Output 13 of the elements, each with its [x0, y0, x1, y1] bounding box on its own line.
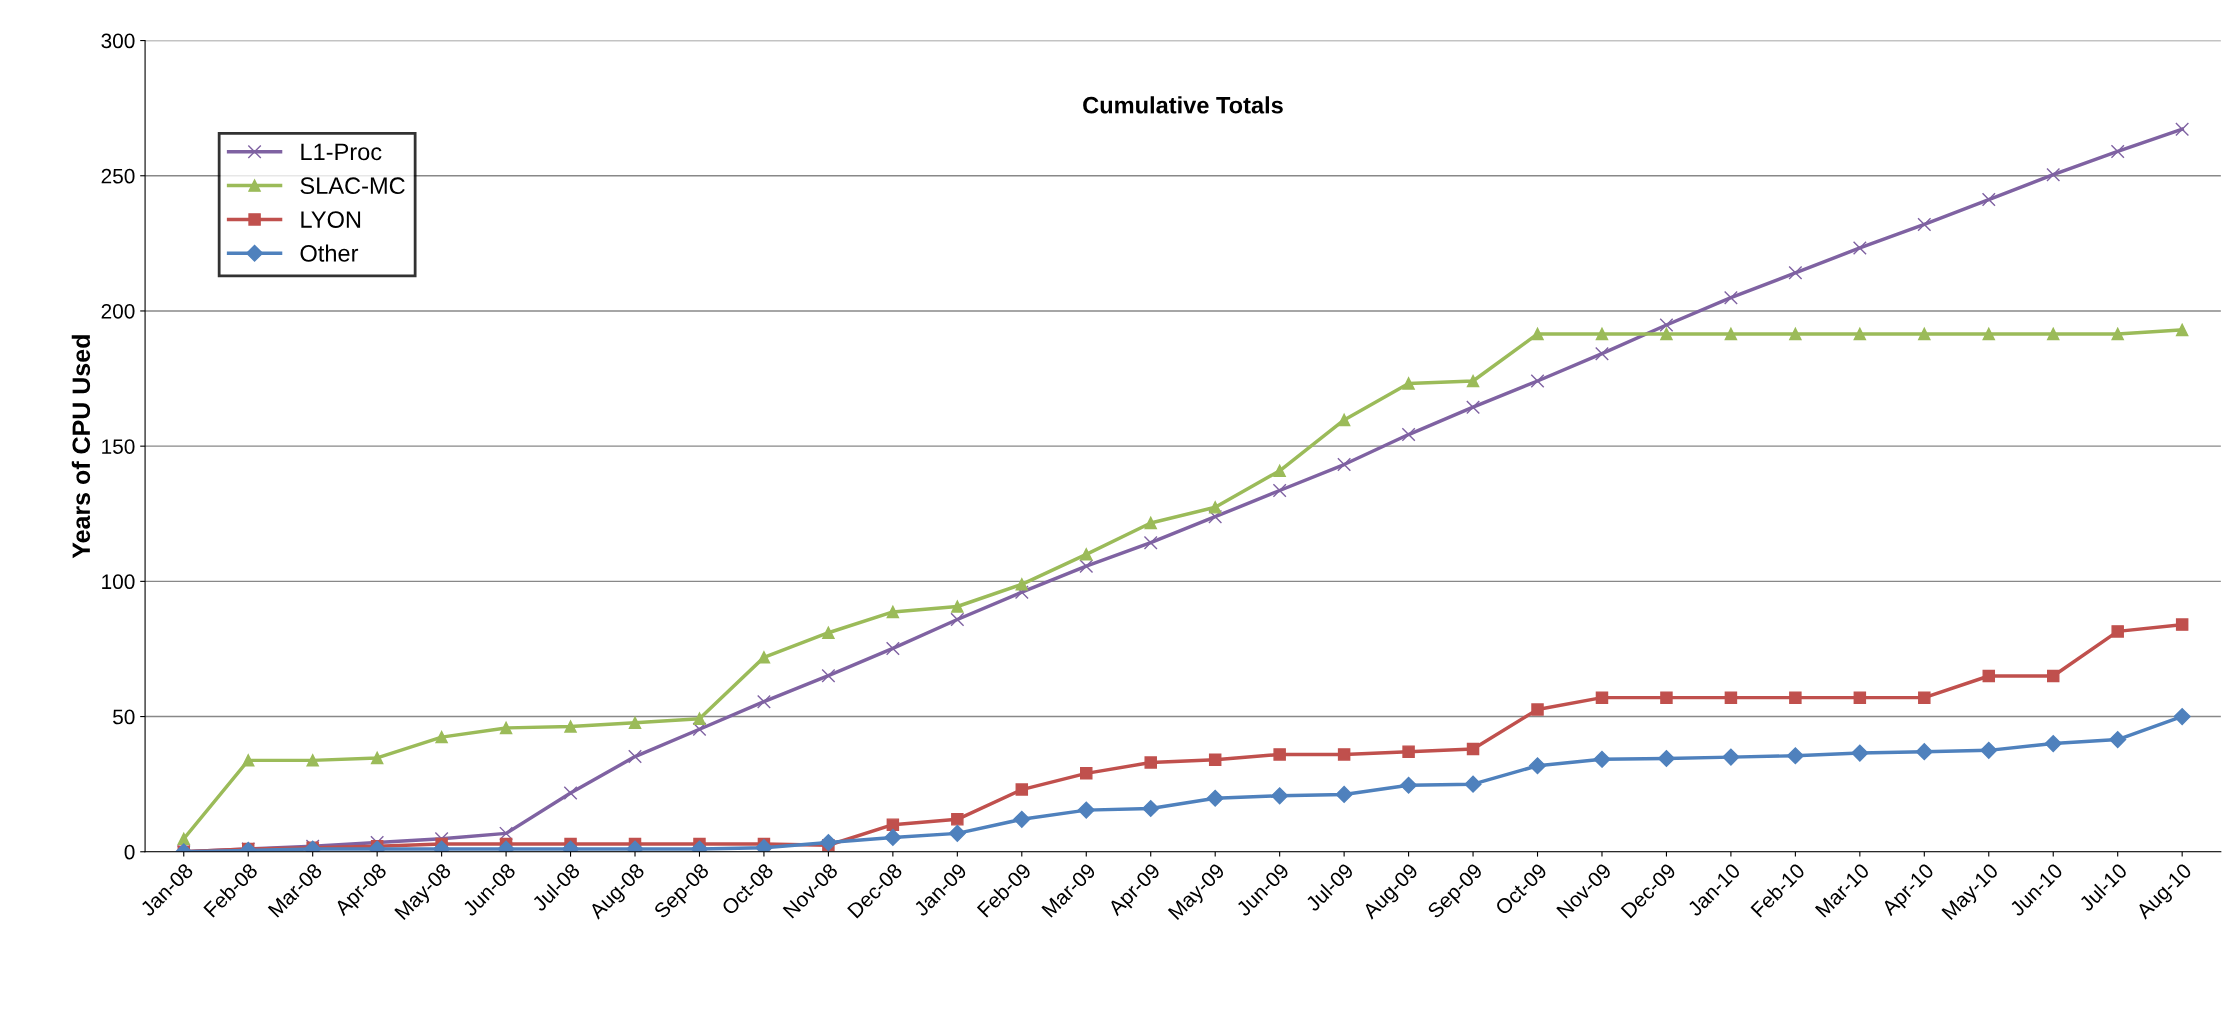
text: Cumulative Totals [1083, 96, 1283, 114]
legend-label: L1-Proc [301, 143, 382, 161]
legend-label: SLAC-MC [300, 177, 405, 195]
y-tick-label: 250 [101, 168, 135, 184]
y-axis-title: Years of CPU Used [71, 335, 91, 559]
y-tick-label: 50 [113, 709, 135, 725]
y-tick-label: 200 [101, 303, 135, 319]
legend-label: Other [300, 244, 359, 262]
y-tick-label: 0 [124, 844, 135, 860]
y-tick-label: 150 [102, 439, 135, 454]
y-tick-label: 300 [101, 33, 135, 49]
y-tick-label: 100 [102, 574, 135, 590]
legend-label: LYON [301, 211, 361, 228]
